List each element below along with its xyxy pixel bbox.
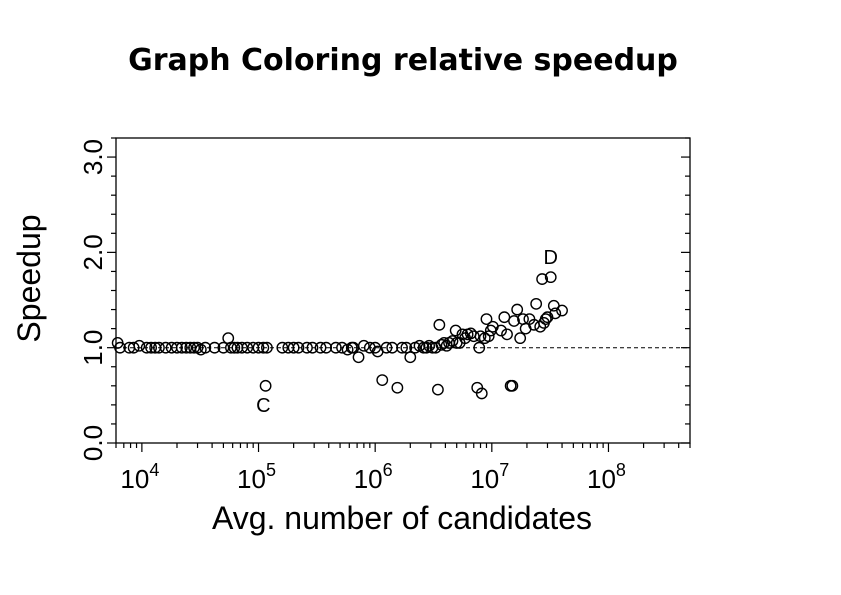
- data-point: [528, 318, 540, 331]
- data-point: [159, 341, 172, 354]
- data-point: [301, 341, 313, 354]
- data-point: [199, 341, 212, 354]
- data-point: [480, 313, 493, 325]
- data-points: [111, 271, 568, 400]
- data-point: [417, 341, 430, 354]
- x-tick-label: 108: [587, 460, 626, 494]
- data-point: [536, 273, 549, 285]
- data-point: [404, 351, 417, 364]
- x-tick-label: 104: [120, 460, 159, 494]
- data-point: [544, 271, 557, 284]
- data-point: [556, 304, 568, 317]
- data-point: [133, 339, 146, 352]
- data-point: [222, 332, 235, 345]
- data-point: [306, 341, 319, 354]
- data-point: [508, 315, 520, 327]
- data-point: [320, 341, 333, 354]
- y-tick-label: 2.0: [78, 234, 108, 270]
- data-point: [180, 341, 193, 354]
- data-point: [467, 330, 480, 343]
- data-point: [495, 324, 507, 337]
- data-point: [432, 383, 444, 396]
- x-tick-label: 107: [470, 460, 509, 494]
- y-tick-label: 0.0: [78, 425, 108, 461]
- data-point: [391, 381, 404, 394]
- data-point: [396, 341, 408, 354]
- y-axis-label: Speedup: [11, 214, 47, 342]
- data-point: [530, 297, 543, 310]
- data-point: [376, 374, 389, 386]
- data-point: [433, 318, 446, 331]
- y-tick-label: 3.0: [78, 139, 108, 175]
- x-tick-label: 105: [237, 460, 276, 494]
- data-point: [473, 341, 486, 354]
- data-point: [475, 387, 488, 400]
- chart-title: Graph Coloring relative speedup: [128, 43, 678, 78]
- annotations: CD: [256, 247, 558, 417]
- data-point: [449, 324, 462, 337]
- y-tick-label: 1.0: [78, 330, 108, 366]
- data-point: [257, 341, 270, 354]
- data-point: [549, 307, 562, 320]
- data-point: [438, 337, 451, 349]
- data-point: [228, 341, 241, 354]
- data-point: [292, 341, 305, 354]
- data-point: [235, 341, 248, 354]
- data-point: [380, 341, 393, 354]
- x-axis-label: Avg. number of candidates: [212, 500, 592, 536]
- y-axis-label-group: Speedup: [11, 214, 47, 342]
- data-point: [127, 341, 140, 354]
- axis-ticks: 0.0 1.0 2.0 3.0 104 105 106 107 108: [78, 137, 691, 494]
- data-point: [114, 341, 126, 354]
- data-point: [534, 320, 547, 333]
- data-point: [435, 338, 448, 351]
- data-point: [357, 339, 370, 352]
- data-point: [208, 341, 221, 354]
- data-point: [506, 379, 519, 392]
- data-point: [511, 303, 524, 316]
- data-point: [329, 341, 342, 354]
- data-point: [314, 341, 327, 354]
- data-point: [276, 341, 289, 354]
- data-point: [259, 379, 272, 392]
- data-point: [261, 341, 273, 354]
- data-point: [482, 330, 495, 343]
- point-annotation: D: [544, 247, 558, 269]
- data-point: [252, 341, 265, 354]
- data-point: [514, 332, 527, 345]
- data-point: [140, 341, 153, 354]
- data-point: [188, 341, 200, 354]
- data-point: [498, 311, 511, 324]
- data-point: [420, 341, 433, 354]
- data-point: [153, 341, 165, 354]
- data-point: [145, 341, 158, 354]
- data-point: [175, 341, 188, 354]
- data-point: [501, 328, 513, 341]
- point-annotation: C: [256, 395, 270, 417]
- x-tick-label: 106: [354, 460, 393, 494]
- data-point: [287, 341, 300, 354]
- data-point: [241, 341, 254, 354]
- data-point: [352, 351, 365, 364]
- data-point: [171, 341, 183, 354]
- data-point: [539, 313, 552, 325]
- plot-frame: [115, 137, 691, 444]
